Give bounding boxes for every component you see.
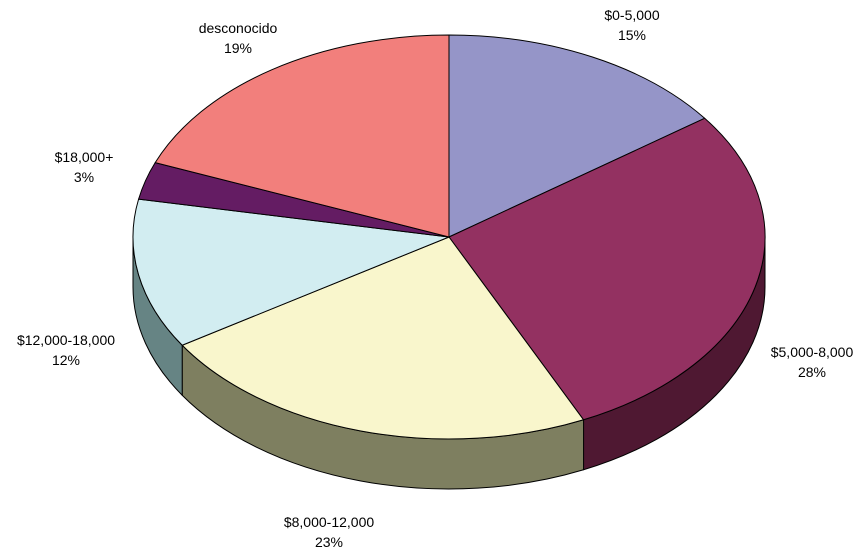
- slice-label-name: desconocido: [199, 20, 278, 36]
- slice-label-name: $0-5,000: [604, 7, 659, 23]
- slice-label-18-000: $18,000+ 3%: [55, 149, 114, 185]
- pie-slice-8-000-12-000: [181, 236, 585, 440]
- slice-label-5-000-8-000: $5,000-8,000 28%: [771, 344, 854, 380]
- slice-label-name: $5,000-8,000: [771, 344, 854, 360]
- slice-label-percent: 19%: [224, 40, 252, 56]
- slice-label-name: $8,000-12,000: [284, 514, 375, 530]
- slice-label-percent: 3%: [74, 169, 94, 185]
- slice-label-percent: 28%: [798, 364, 826, 380]
- slice-label-8-000-12-000: $8,000-12,000 23%: [284, 514, 375, 550]
- slice-label-desconocido: desconocido 19%: [199, 20, 278, 56]
- pie-slice-5-000-8-000: [448, 117, 766, 421]
- pie-slice-desconocido: [154, 34, 450, 238]
- slice-label-0-5-000: $0-5,000 15%: [604, 7, 659, 43]
- slice-label-12-000-18-000: $12,000-18,000 12%: [17, 332, 115, 368]
- pie-labels-layer: $0-5,000 15% $5,000-8,000 28% $8,000-12,000 2…: [17, 7, 854, 550]
- pie-slice-0-5-000: [448, 34, 706, 238]
- slice-label-name: $12,000-18,000: [17, 332, 115, 348]
- slice-label-percent: 12%: [52, 352, 80, 368]
- slice-label-percent: 15%: [618, 27, 646, 43]
- slice-label-percent: 23%: [315, 534, 343, 550]
- slice-label-name: $18,000+: [55, 149, 114, 165]
- pie-slice-12-000-18-000: [132, 198, 450, 346]
- pie-top-layer: [132, 34, 766, 440]
